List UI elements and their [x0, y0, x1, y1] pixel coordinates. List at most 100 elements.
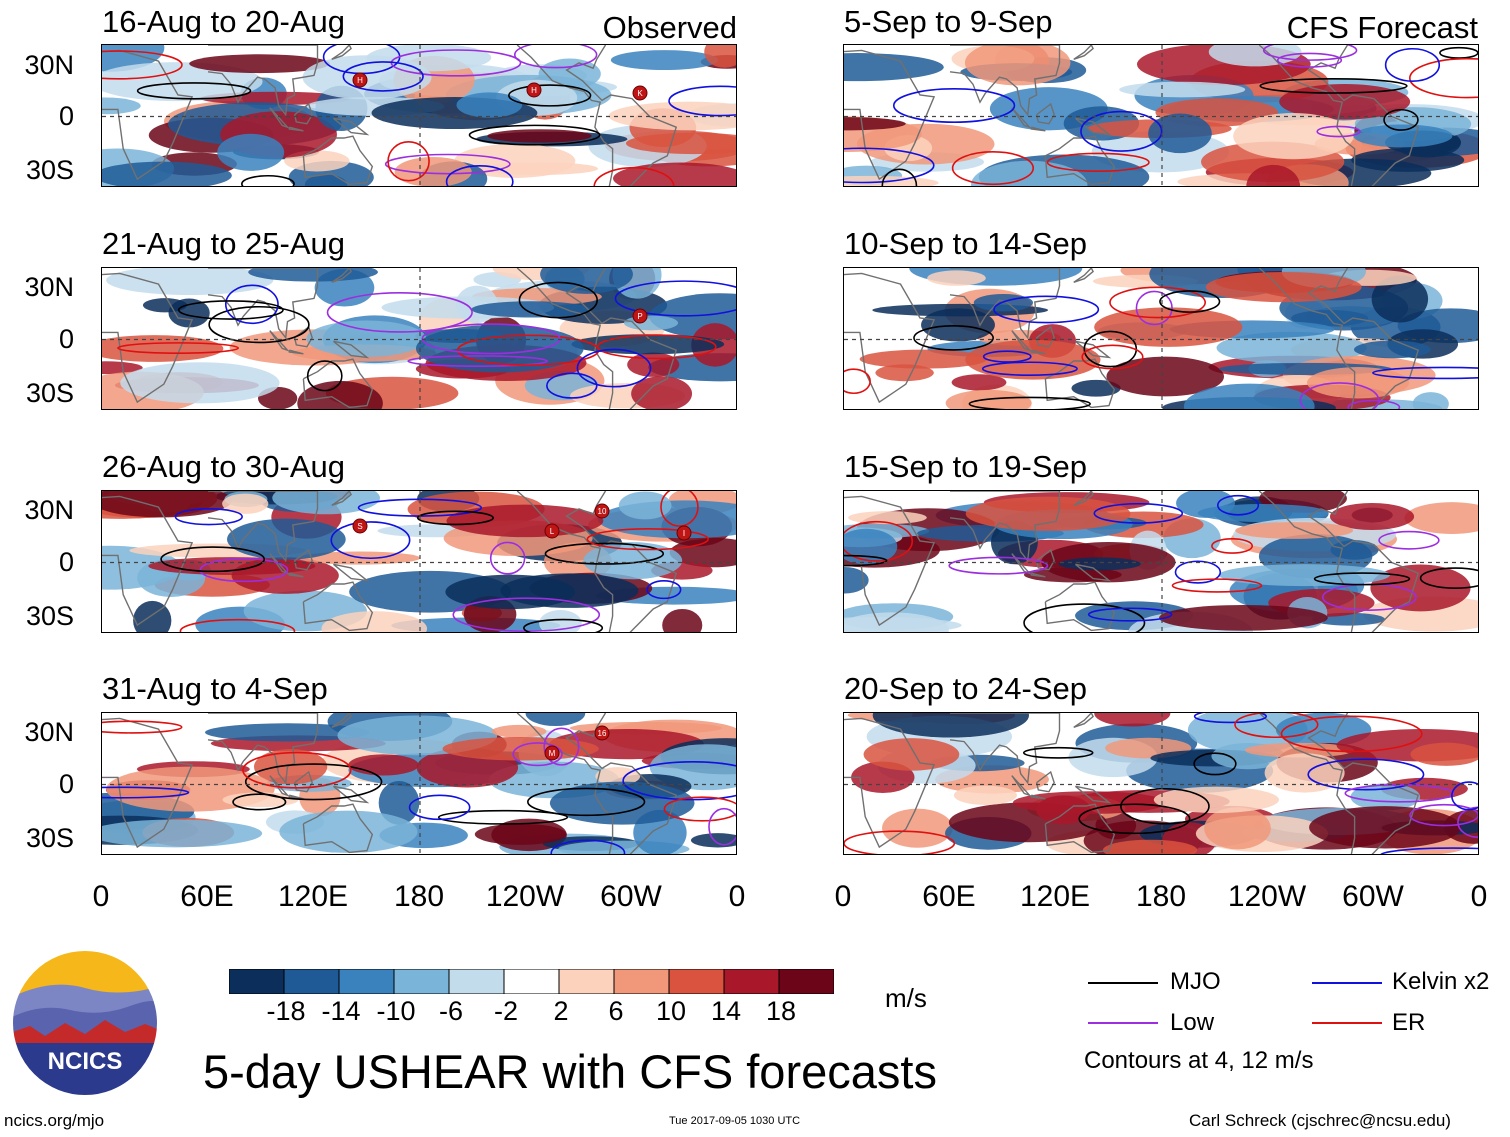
contour-line	[844, 520, 914, 562]
anomaly-cell	[1094, 307, 1243, 347]
contour-line	[550, 839, 626, 854]
contour-line	[1080, 110, 1163, 152]
coastline	[288, 349, 304, 355]
panel-title-obs-4: 31-Aug to 4-Sep	[102, 671, 328, 706]
anomaly-cell	[1307, 367, 1410, 399]
colorbar-swatch	[558, 969, 615, 994]
anomaly-cell	[583, 542, 683, 580]
anomaly-cell	[1353, 340, 1431, 359]
contour-line	[1211, 538, 1254, 554]
coastline	[1035, 102, 1055, 125]
anomaly-cell	[1235, 522, 1354, 539]
anomaly-cell	[297, 380, 383, 409]
lat-label-30s: 30S	[25, 601, 74, 631]
contour-line	[1409, 57, 1478, 99]
contour-line	[1023, 603, 1146, 632]
contour-line	[646, 580, 682, 600]
contour-line	[224, 284, 279, 325]
anomaly-cell	[1371, 275, 1429, 323]
contour-line	[1384, 47, 1441, 82]
storm-marker: K	[632, 85, 648, 101]
legend-line-er	[1312, 1022, 1382, 1024]
anomaly-cell	[1119, 81, 1246, 98]
lat-label-30n: 30N	[24, 50, 74, 80]
colorbar	[229, 969, 834, 994]
contour-line	[622, 760, 736, 801]
heatmap-fc-2	[844, 268, 1478, 409]
lon-label-0: 0	[728, 880, 746, 913]
contour-line	[1193, 752, 1237, 776]
colorbar-swatch	[503, 969, 560, 994]
contour-line	[1347, 399, 1401, 409]
panel-title-fc-1: 5-Sep to 9-Sep	[844, 4, 1053, 39]
contour-line	[518, 281, 598, 319]
anomaly-cell	[1058, 557, 1141, 571]
contour-line	[546, 372, 598, 399]
coastline	[516, 268, 678, 409]
anomaly-cell	[595, 767, 641, 786]
anomaly-cell	[875, 364, 934, 382]
contour-line	[1378, 530, 1440, 550]
contour-line	[981, 361, 1078, 377]
coastline	[1035, 770, 1055, 793]
colorbar-label: -14	[321, 996, 361, 1026]
contour-line	[660, 491, 699, 527]
anomaly-cell	[106, 268, 274, 296]
contour-line	[489, 541, 526, 575]
storm-label: P	[637, 312, 642, 321]
anomaly-cell	[102, 491, 232, 518]
anomaly-cell	[217, 133, 285, 171]
lon-label-60w: 60W	[1342, 880, 1404, 913]
storm-label: 10	[598, 507, 607, 516]
main-title: 5-day USHEAR with CFS forecasts	[203, 1045, 937, 1098]
coastline	[288, 794, 304, 800]
storm-marker: H	[526, 82, 542, 98]
colorbar-swatch	[338, 969, 395, 994]
contour-line	[614, 280, 736, 317]
anomaly-cell	[415, 324, 584, 373]
contour-line	[387, 141, 430, 182]
anomaly-cell	[951, 374, 1007, 391]
colorbar-swatch	[448, 969, 505, 994]
heatmap-fc-1	[844, 45, 1478, 186]
coastline	[1073, 491, 1094, 506]
anomaly-cell	[1353, 124, 1453, 148]
colorbar-swatch	[393, 969, 450, 994]
storm-label: K	[637, 89, 643, 98]
contour-line	[576, 348, 652, 388]
coastline	[331, 45, 352, 60]
heatmap-obs-2: P	[102, 268, 736, 409]
anomaly-cell	[540, 268, 633, 294]
anomaly-cell	[366, 45, 492, 72]
colorbar-swatch	[723, 969, 780, 994]
storm-marker: M	[544, 745, 560, 761]
ncics-logo: NCICS	[11, 949, 159, 1097]
lon-label-60e: 60E	[180, 880, 234, 913]
lat-label-30n: 30N	[24, 495, 74, 525]
footer-url[interactable]: ncics.org/mjo	[4, 1111, 105, 1130]
contour-line	[913, 325, 994, 351]
anomaly-cell	[1370, 564, 1471, 612]
coastline	[332, 117, 370, 136]
anomaly-cell	[859, 349, 988, 369]
coastline	[1011, 775, 1032, 797]
anomaly-cell	[953, 785, 1017, 805]
map-panel-obs-4: M 16	[101, 712, 737, 855]
storm-marker: I	[676, 525, 692, 541]
lon-label-0: 0	[92, 880, 110, 913]
lon-label-60w: 60W	[600, 880, 662, 913]
contour-line	[951, 151, 1035, 186]
coastline	[207, 491, 319, 563]
contour-note: Contours at 4, 12 m/s	[1084, 1047, 1314, 1074]
coastline	[1258, 45, 1420, 186]
coastline	[293, 548, 313, 571]
coastline	[1044, 135, 1116, 186]
lon-label-60e: 60E	[922, 880, 976, 913]
anomaly-cell	[1071, 379, 1121, 397]
coastline	[302, 581, 374, 632]
lat-label-30n: 30N	[24, 717, 74, 747]
contour-line	[174, 508, 243, 526]
contour-line	[948, 556, 1049, 575]
anomaly-cell	[306, 320, 427, 357]
coastline	[1011, 330, 1032, 352]
